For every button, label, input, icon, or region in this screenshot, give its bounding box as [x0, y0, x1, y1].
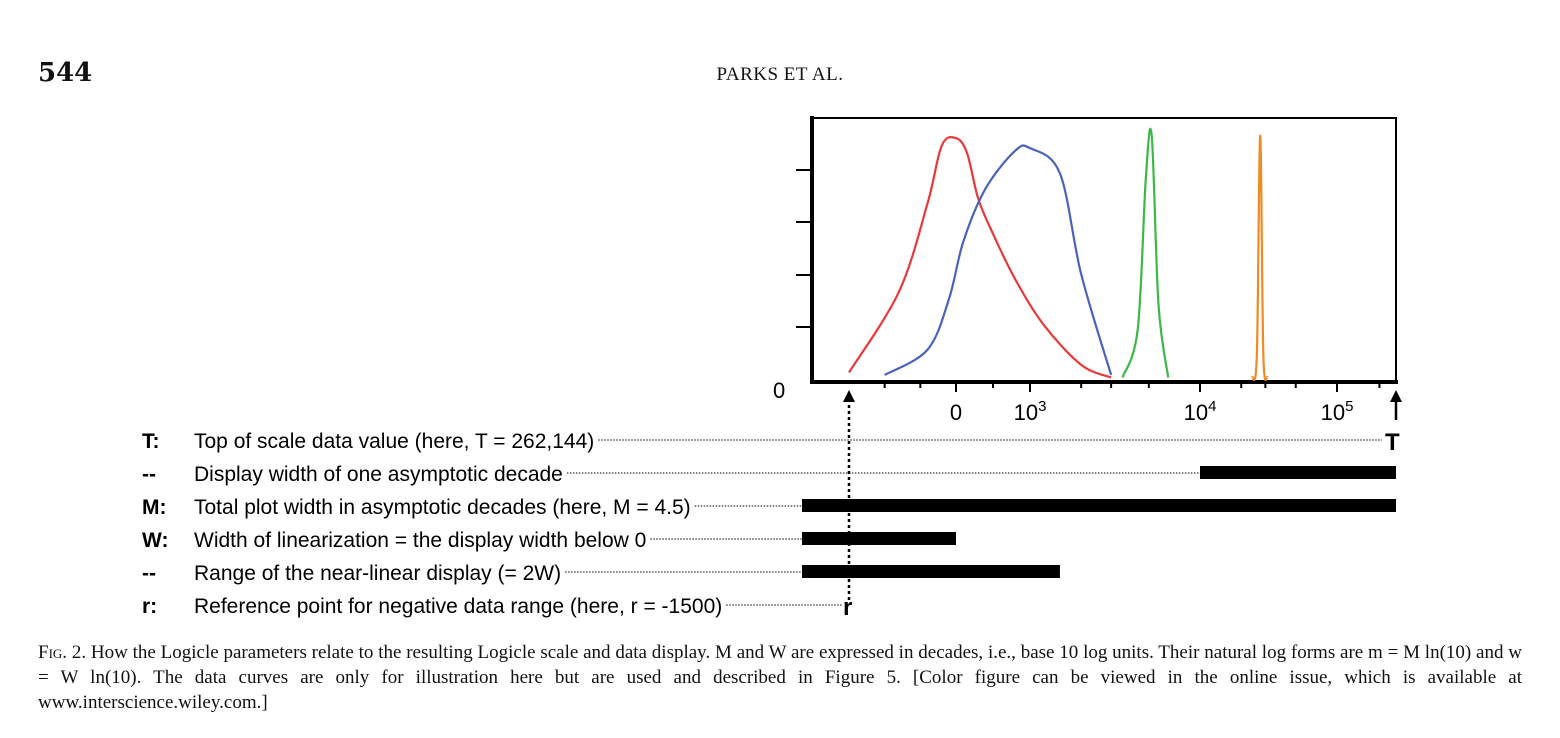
param-text-5: Reference point for negative data range … — [194, 595, 722, 618]
page-number: 544 — [38, 58, 93, 88]
x-axis-tick-labels: 0 103 104 105 — [950, 398, 1354, 425]
x-axis-ticks — [883, 382, 1381, 392]
param-text-3: Width of linearization = the display wid… — [194, 529, 646, 552]
param-key-3: W: — [142, 529, 168, 552]
param-text-4: Range of the near-linear display (= 2W) — [194, 562, 561, 585]
top-arrow-icon — [1390, 390, 1402, 420]
curve-red — [848, 135, 1112, 379]
param-key-1: -- — [142, 463, 156, 486]
reference-marker-label: r — [843, 594, 852, 621]
running-head: PARKS ET AL. — [716, 64, 844, 85]
param-bar-3 — [802, 532, 956, 545]
figure-caption: Fig. 2. How the Logicle parameters relat… — [38, 640, 1522, 715]
param-key-0: T: — [142, 430, 160, 453]
x-tick-label-0: 0 — [950, 400, 962, 425]
param-text-2: Total plot width in asymptotic decades (… — [194, 496, 691, 519]
param-text-0: Top of scale data value (here, T = 262,1… — [194, 430, 594, 453]
param-bar-4 — [802, 565, 1060, 578]
x-tick-label-1: 103 — [1014, 398, 1047, 425]
param-bar-1 — [1200, 466, 1396, 479]
x-tick-label-3: 105 — [1321, 398, 1354, 425]
caption-text: How the Logicle parameters relate to the… — [38, 642, 1522, 713]
param-text-1: Display width of one asymptotic decade — [194, 463, 563, 486]
param-key-4: -- — [142, 562, 156, 585]
y-tick-label-zero: 0 — [773, 378, 785, 403]
curve-orange — [1251, 134, 1269, 381]
parameter-list: T: Top of scale data value (here, T = 262… — [142, 430, 1396, 621]
plot-frame — [811, 117, 1397, 383]
data-curves — [848, 127, 1269, 381]
x-tick-label-2: 104 — [1184, 398, 1217, 425]
param-key-5: r: — [142, 595, 157, 618]
top-marker-label: T — [1385, 429, 1400, 456]
y-axis-ticks — [796, 169, 812, 328]
param-bar-2 — [802, 499, 1396, 512]
reference-arrow-icon — [843, 390, 855, 600]
curve-green — [1121, 127, 1170, 378]
param-key-2: M: — [142, 496, 167, 519]
caption-label: Fig. 2. — [38, 642, 87, 663]
curve-blue — [884, 144, 1113, 376]
